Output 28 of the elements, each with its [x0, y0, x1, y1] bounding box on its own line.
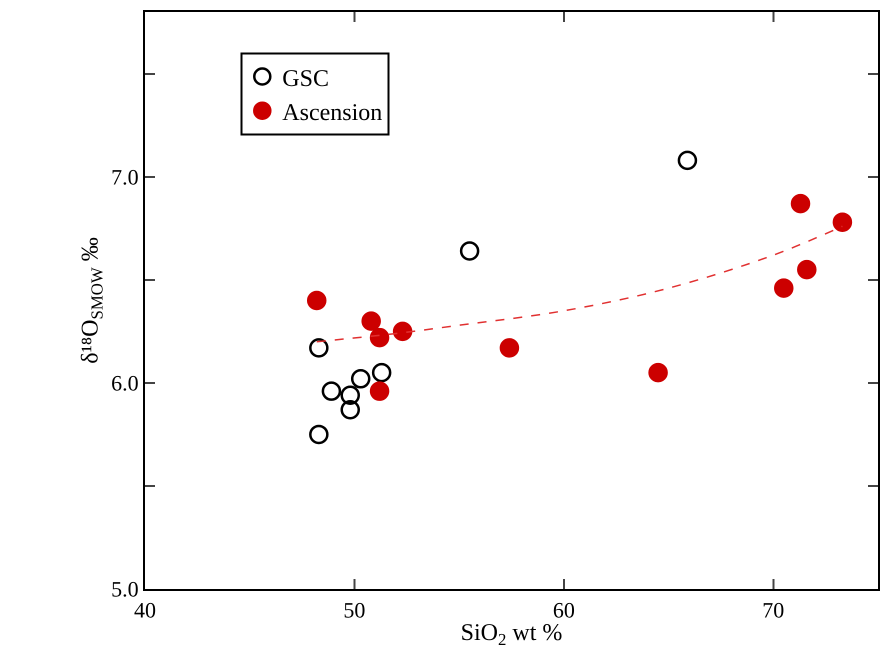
point [322, 381, 342, 401]
x-tick-label: 50 [343, 597, 366, 622]
x-tick-label: 60 [552, 597, 575, 622]
point [832, 212, 852, 232]
x-axis-title: SiO$_{2}$ wt % [460, 620, 562, 649]
point [678, 150, 698, 170]
point [797, 260, 817, 280]
legend-label: Ascension [282, 100, 382, 126]
point [370, 381, 390, 401]
point [309, 338, 329, 358]
point [309, 424, 329, 444]
point [340, 386, 360, 406]
legend-label: GSC [282, 66, 329, 92]
point [648, 362, 668, 382]
point [460, 241, 480, 261]
y-tick-label: 6.0 [111, 370, 139, 396]
point [392, 322, 412, 342]
point [370, 328, 390, 348]
point [340, 400, 360, 420]
point [790, 194, 810, 214]
point [372, 362, 392, 382]
point [361, 311, 381, 331]
x-tick-label: 70 [762, 597, 784, 622]
point [350, 369, 370, 389]
point [306, 290, 326, 310]
y-tick-label: 7.0 [111, 164, 139, 190]
point [774, 278, 794, 298]
point [500, 338, 520, 358]
